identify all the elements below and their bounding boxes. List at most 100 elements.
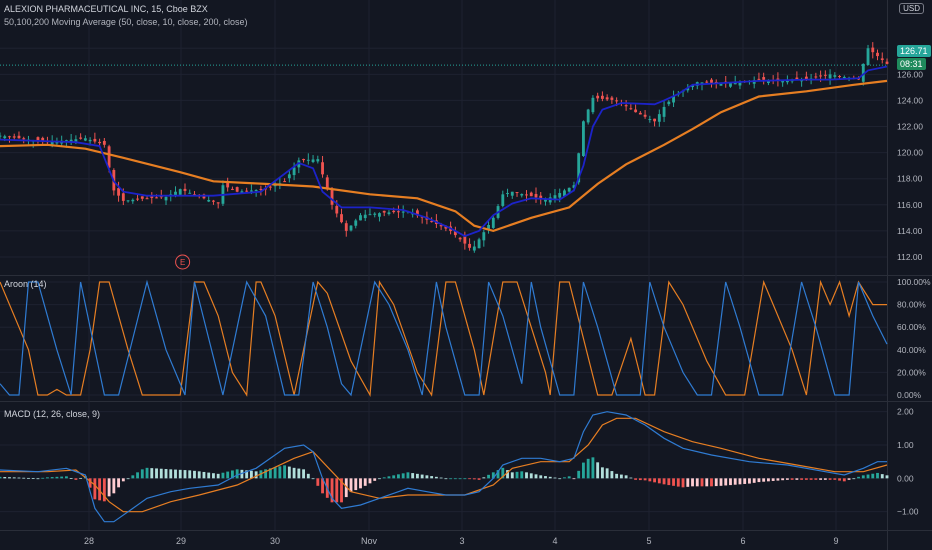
macd-histogram-bar [833, 478, 837, 480]
candle-body [306, 159, 310, 161]
candle-body [0, 135, 2, 137]
macd-histogram-bar [529, 473, 533, 479]
macd-histogram-bar [544, 476, 547, 479]
candle-body [439, 225, 443, 227]
candle-body [458, 237, 462, 240]
macd-histogram-bar [131, 475, 135, 479]
macd-histogram-bar [102, 478, 106, 502]
candle-body [387, 212, 391, 215]
macd-histogram-bar [439, 477, 443, 479]
macd-histogram-bar [582, 462, 585, 479]
price-y-tick-label: 124.00 [897, 95, 923, 105]
candle-body [823, 74, 827, 76]
candle-body [534, 193, 538, 198]
candle-body [98, 141, 102, 144]
macd-histogram-bar [676, 478, 680, 487]
candle-body [136, 198, 139, 200]
macd-histogram-bar [719, 478, 723, 486]
macd-histogram-bar [752, 478, 756, 483]
macd-histogram-bar [354, 478, 358, 491]
macd-histogram-bar [453, 478, 457, 480]
macd-histogram-bar [823, 478, 827, 480]
candle-body [22, 138, 26, 140]
macd-histogram-bar [235, 469, 239, 479]
aroon-y-tick-label: 100.00% [897, 277, 931, 287]
macd-histogram-bar [145, 467, 149, 479]
macd-histogram-bar [586, 458, 590, 479]
x-tick-label: 3 [459, 536, 464, 546]
macd-histogram-bar [838, 478, 841, 481]
macd-histogram-bar [525, 472, 528, 479]
x-tick-label: 4 [552, 536, 557, 546]
candle-body [861, 63, 865, 82]
macd-histogram-bar [714, 478, 718, 487]
macd-histogram-bar [638, 478, 642, 481]
candle-body [487, 225, 490, 231]
x-tick-label: 5 [646, 536, 651, 546]
aroon-y-tick-label: 20.00% [897, 367, 926, 377]
candle-body [249, 190, 253, 192]
candle-body [8, 136, 11, 138]
candle-body [638, 112, 642, 115]
macd-histogram-bar [501, 467, 505, 479]
candle-body [131, 199, 135, 202]
candle-body [544, 199, 547, 202]
macd-histogram-bar [155, 468, 158, 479]
candle-body [662, 106, 666, 117]
macd-histogram-bar [434, 476, 438, 479]
candle-body [563, 190, 566, 197]
candle-body [325, 177, 329, 190]
macd-histogram-bar [738, 478, 742, 485]
candle-body [529, 192, 533, 197]
candle-body [686, 87, 690, 91]
macd-histogram-bar [230, 470, 234, 479]
macd-histogram-bar [729, 478, 732, 486]
candle-body [430, 221, 434, 223]
macd-histogram-bar [871, 473, 875, 479]
macd-histogram-bar [572, 478, 576, 480]
macd-histogram-bar [359, 478, 362, 489]
candle-body [415, 210, 419, 216]
macd-histogram-bar [814, 478, 818, 480]
macd-histogram-bar [605, 468, 609, 479]
candle-body [520, 193, 524, 196]
macd-y-tick-label: −1.00 [897, 507, 919, 517]
candle-body [657, 114, 661, 122]
macd-histogram-bar [401, 473, 405, 479]
macd-histogram-bar [449, 478, 453, 480]
candle-body [178, 189, 182, 195]
currency-badge[interactable]: USD [899, 3, 924, 14]
macd-histogram-bar [468, 478, 472, 480]
macd-histogram-bar [672, 478, 675, 486]
macd-histogram-bar [657, 478, 661, 484]
macd-histogram-bar [273, 467, 277, 479]
macd-histogram-bar [117, 478, 121, 488]
aroon-down-line [0, 279, 888, 397]
macd-histogram-bar [748, 478, 751, 484]
candle-body [634, 109, 638, 113]
candle-body [586, 109, 590, 123]
candle-body [359, 215, 362, 221]
candle-body [41, 137, 45, 142]
macd-histogram-bar [534, 474, 538, 479]
macd-histogram-bar [0, 476, 2, 479]
macd-histogram-bar [188, 470, 192, 479]
macd-histogram-bar [283, 465, 287, 479]
macd-histogram-bar [847, 478, 851, 480]
macd-histogram-bar [506, 470, 509, 479]
macd-histogram-bar [705, 478, 709, 487]
macd-histogram-bar [553, 477, 557, 479]
candle-body [553, 195, 557, 199]
candle-body [140, 196, 144, 199]
macd-histogram-bar [107, 478, 111, 497]
macd-histogram-bar [710, 478, 713, 487]
macd-histogram-bar [98, 478, 102, 501]
macd-histogram-bar [700, 478, 704, 487]
candle-body [885, 61, 889, 64]
candle-body [762, 77, 766, 80]
macd-histogram-bar [866, 474, 870, 479]
macd-histogram-bar [22, 477, 26, 479]
macd-histogram-bar [634, 478, 638, 480]
candle-body [50, 141, 54, 145]
